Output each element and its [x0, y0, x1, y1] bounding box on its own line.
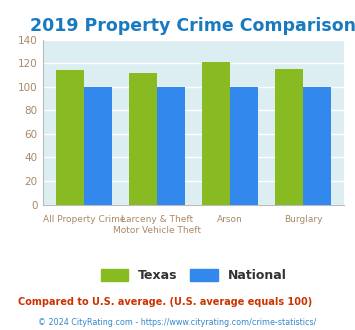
- Bar: [303, 87, 331, 205]
- Legend: Texas, National: Texas, National: [95, 264, 291, 287]
- Bar: [230, 87, 258, 205]
- Text: Larceny & Theft: Larceny & Theft: [121, 214, 193, 223]
- Text: Compared to U.S. average. (U.S. average equals 100): Compared to U.S. average. (U.S. average …: [18, 297, 312, 307]
- Bar: [157, 87, 185, 205]
- Title: 2019 Property Crime Comparison: 2019 Property Crime Comparison: [31, 17, 355, 35]
- Text: Arson: Arson: [217, 214, 243, 223]
- Text: © 2024 CityRating.com - https://www.cityrating.com/crime-statistics/: © 2024 CityRating.com - https://www.city…: [38, 318, 317, 327]
- Bar: [129, 73, 157, 205]
- Bar: [202, 62, 230, 205]
- Text: Burglary: Burglary: [284, 214, 322, 223]
- Text: Motor Vehicle Theft: Motor Vehicle Theft: [113, 226, 201, 235]
- Bar: [56, 70, 84, 205]
- Bar: [84, 87, 112, 205]
- Bar: [275, 69, 303, 205]
- Text: All Property Crime: All Property Crime: [43, 214, 125, 223]
